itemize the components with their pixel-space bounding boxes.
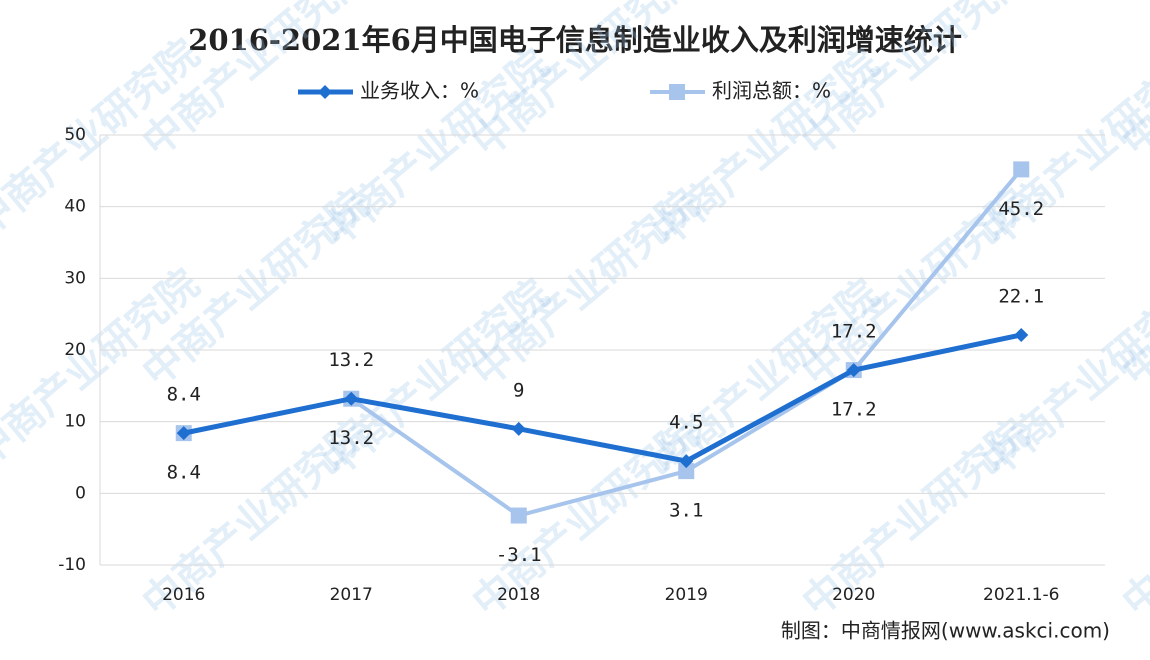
- x-tick-label: 2016: [162, 585, 205, 605]
- marker: [344, 391, 359, 406]
- marker: [1014, 327, 1029, 342]
- data-label: 8.4: [167, 384, 201, 406]
- source: 制图：中商情报网(www.askci.com): [781, 619, 1110, 643]
- x-tick-label: 2020: [832, 585, 875, 605]
- x-tick-label: 2018: [497, 585, 540, 605]
- y-tick-label: 30: [64, 268, 86, 288]
- data-label: 17.2: [831, 321, 877, 343]
- y-tick-label: 40: [64, 197, 86, 217]
- chart-title: 2016-2021年6月中国电子信息制造业收入及利润增速统计: [188, 23, 962, 57]
- watermark: 中商产业研究院: [464, 181, 708, 396]
- data-label: 3.1: [669, 500, 703, 522]
- data-label: -3.1: [496, 544, 542, 566]
- data-label: 17.2: [831, 399, 877, 421]
- data-label: 9: [513, 379, 524, 401]
- y-tick-label: 10: [64, 412, 86, 432]
- legend-label: 业务收入：%: [360, 79, 479, 103]
- marker: [511, 421, 526, 436]
- watermark: 中商产业研究院: [1114, 411, 1150, 626]
- series-line: [183, 332, 1022, 464]
- legend-label: 利润总额：%: [712, 79, 831, 103]
- x-tick-label: 2021.1-6: [983, 585, 1059, 605]
- marker: [846, 363, 861, 378]
- data-label: 13.2: [328, 427, 374, 449]
- y-tick-label: 0: [75, 483, 86, 503]
- marker: [669, 84, 685, 100]
- y-tick-label: 50: [64, 125, 86, 145]
- marker: [678, 463, 695, 480]
- data-label: 13.2: [328, 349, 374, 371]
- y-tick-label: -10: [58, 555, 86, 575]
- data-label: 4.5: [669, 412, 703, 434]
- x-tick-label: 2019: [665, 585, 708, 605]
- y-tick-label: 20: [64, 340, 86, 360]
- x-tick-label: 2017: [330, 585, 373, 605]
- marker: [318, 85, 332, 99]
- marker: [679, 454, 694, 469]
- data-label: 22.1: [998, 285, 1044, 307]
- marker: [1013, 161, 1030, 178]
- marker: [176, 426, 191, 441]
- data-label: 8.4: [167, 462, 201, 484]
- data-label: 45.2: [998, 198, 1044, 220]
- marker: [510, 507, 527, 524]
